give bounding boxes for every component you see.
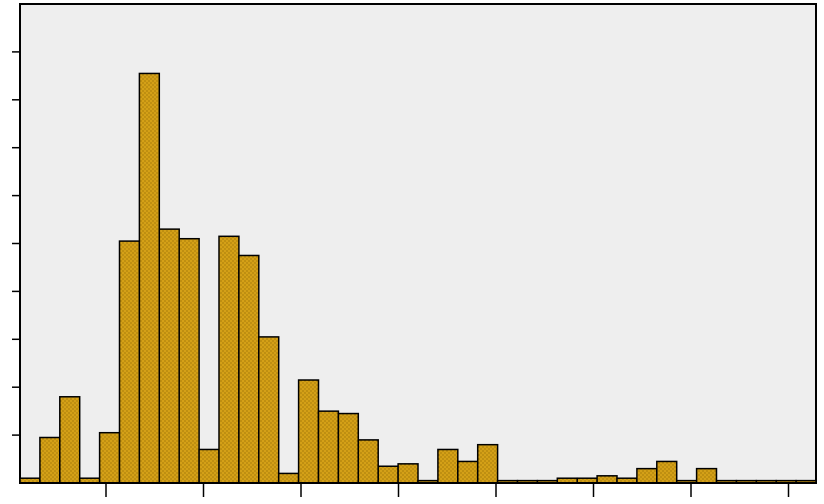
bar-14 bbox=[297, 379, 320, 484]
bar-12 bbox=[258, 336, 280, 484]
bar-5 bbox=[118, 240, 141, 484]
bar-34 bbox=[695, 467, 718, 484]
bar-23 bbox=[476, 443, 499, 484]
bar-18 bbox=[377, 465, 399, 484]
bar-32 bbox=[656, 460, 678, 484]
bar-6 bbox=[138, 72, 161, 484]
bar-13 bbox=[277, 472, 300, 484]
bar-7 bbox=[158, 228, 180, 484]
bar-2 bbox=[59, 396, 81, 484]
bar-19 bbox=[397, 463, 419, 484]
bar-10 bbox=[218, 235, 240, 484]
bar-1 bbox=[39, 436, 61, 484]
bar-16 bbox=[337, 412, 360, 484]
bar-22 bbox=[457, 460, 479, 484]
bar-29 bbox=[596, 475, 618, 484]
bar-17 bbox=[357, 439, 379, 484]
bar-15 bbox=[317, 410, 340, 484]
bar-11 bbox=[238, 254, 260, 484]
bars-group bbox=[19, 72, 817, 484]
bar-31 bbox=[636, 467, 658, 484]
bar-4 bbox=[98, 431, 121, 484]
axes-group bbox=[12, 51, 816, 497]
bar-9 bbox=[198, 448, 220, 484]
bar-8 bbox=[178, 237, 200, 484]
bar-21 bbox=[437, 448, 459, 484]
